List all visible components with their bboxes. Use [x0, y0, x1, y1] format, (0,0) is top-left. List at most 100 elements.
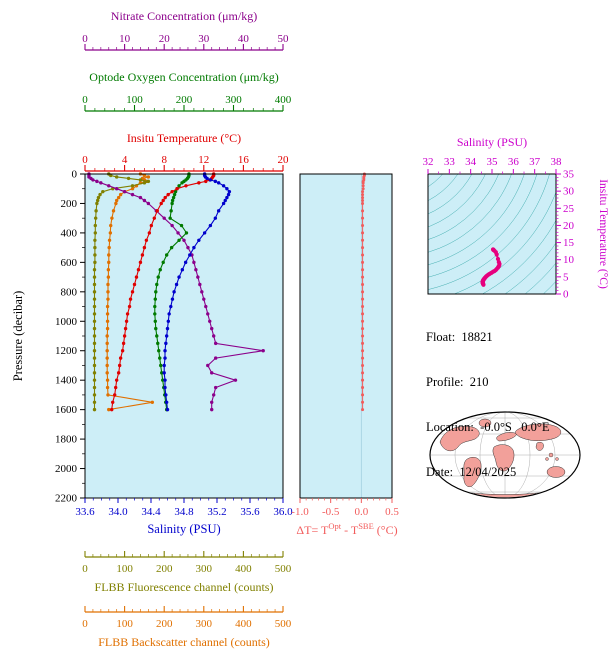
series-point: [155, 209, 159, 213]
series-point: [118, 192, 123, 197]
axis-title-fluorescence: FLBB Fluorescence channel (counts): [95, 580, 274, 594]
series-point: [170, 189, 174, 194]
ts-temp-tick-label: 0: [563, 289, 569, 301]
series-point: [154, 290, 158, 294]
delta-series-point: [361, 268, 365, 272]
axis-title-nitrate: Nitrate Concentration (μm/kg): [111, 9, 257, 23]
series-point: [221, 201, 226, 206]
series-point: [92, 385, 97, 390]
ts-salinity-tick-label: 35: [487, 156, 499, 168]
pressure-tick-label: 2200: [55, 493, 78, 505]
series-point: [205, 176, 209, 181]
series-point: [216, 181, 221, 185]
series-point: [109, 173, 113, 178]
map-landmass: [546, 466, 566, 478]
tick-label-nitrate: 0: [82, 33, 88, 45]
tick-label-temperature: 4: [122, 154, 128, 166]
series-point: [92, 393, 97, 397]
series-point: [194, 268, 198, 272]
map-landmass: [463, 456, 482, 487]
map-landmass: [492, 444, 515, 472]
series-point: [142, 245, 147, 250]
series-point: [92, 371, 97, 375]
series-point: [146, 175, 151, 179]
tick-label-backscatter: 500: [275, 618, 292, 630]
delta-label-pre: ΔT= T: [296, 523, 329, 537]
delta-tick-label: -0.5: [322, 506, 340, 518]
pressure-tick-label: 1400: [55, 375, 78, 387]
series-point: [261, 349, 265, 353]
series-point: [202, 297, 206, 301]
series-point: [197, 238, 201, 242]
axis-temperature: 0 4 8 12 16 20 Insitu Temperature (°C): [82, 131, 289, 172]
main-profile-plot: 0 200 400 600 800 1000 1200 1400 1600 1800 2000 220…: [11, 169, 293, 537]
pressure-tick-label: 1800: [55, 434, 78, 446]
delta-series-point: [361, 253, 365, 257]
ts-title: Salinity (PSU): [457, 135, 527, 149]
tick-label-oxygen: 400: [275, 94, 292, 106]
series-point: [116, 195, 121, 200]
ts-diagram: 32 33 34 35 36 37 38 Salinity (PSU) 0 5 10 15 20 25 30…: [423, 135, 609, 301]
delta-series-point: [361, 349, 365, 353]
salinity-tick-label: 33.6: [75, 506, 95, 518]
series-point: [92, 319, 97, 323]
series-point: [106, 290, 110, 294]
series-point: [172, 192, 177, 197]
series-point: [198, 282, 202, 287]
series-point: [221, 184, 226, 188]
series-point: [169, 304, 173, 309]
ts-salinity-tick-label: 34: [465, 156, 477, 168]
series-point: [105, 349, 109, 353]
tick-label-nitrate: 40: [238, 33, 250, 45]
series-point: [165, 326, 170, 331]
delta-series-point: [361, 327, 365, 331]
series-point: [164, 253, 169, 257]
series-point: [138, 178, 143, 182]
delta-label-sup-sbe: SBE: [358, 521, 374, 531]
series-point: [153, 297, 157, 301]
delta-series-point: [361, 181, 365, 185]
series-point: [92, 341, 97, 346]
series-point: [163, 349, 167, 353]
series-point: [142, 173, 147, 178]
series-point: [107, 245, 111, 250]
series-point: [208, 223, 213, 228]
series-point: [113, 393, 117, 397]
ts-salinity-tick-label: 38: [551, 156, 563, 168]
series-point: [107, 407, 111, 412]
series-point: [142, 181, 147, 185]
series-point: [163, 356, 167, 360]
series-point: [105, 385, 110, 390]
pressure-tick-label: 600: [61, 257, 78, 269]
series-point: [170, 223, 174, 228]
delta-series-point: [361, 341, 365, 345]
series-point: [152, 216, 156, 220]
axis-nitrate: 0 10 20 30 40 50 Nitrate Concentration (μm/kg): [82, 9, 289, 51]
tick-label-oxygen: 200: [176, 94, 193, 106]
series-point: [210, 371, 214, 375]
series-point: [227, 189, 232, 194]
map-landmass: [515, 423, 562, 441]
tick-label-fluorescence: 200: [156, 563, 173, 575]
series-point: [105, 378, 110, 382]
series-point: [196, 275, 200, 279]
series-point: [226, 192, 231, 197]
series-point: [210, 400, 214, 404]
series-point: [155, 282, 159, 287]
series-point: [105, 304, 110, 309]
series-point: [107, 238, 112, 242]
series-point: [186, 245, 190, 250]
series-point: [92, 282, 97, 287]
series-point: [180, 268, 185, 272]
axis-title-oxygen: Optode Oxygen Concentration (μm/kg): [89, 70, 278, 84]
series-point: [105, 356, 109, 360]
series-point: [92, 290, 97, 294]
series-point: [208, 319, 212, 323]
series-point: [106, 393, 110, 397]
series-point: [206, 363, 210, 368]
series-point: [107, 260, 111, 265]
tick-label-backscatter: 400: [235, 618, 252, 630]
pressure-tick-label: 1600: [55, 404, 78, 416]
